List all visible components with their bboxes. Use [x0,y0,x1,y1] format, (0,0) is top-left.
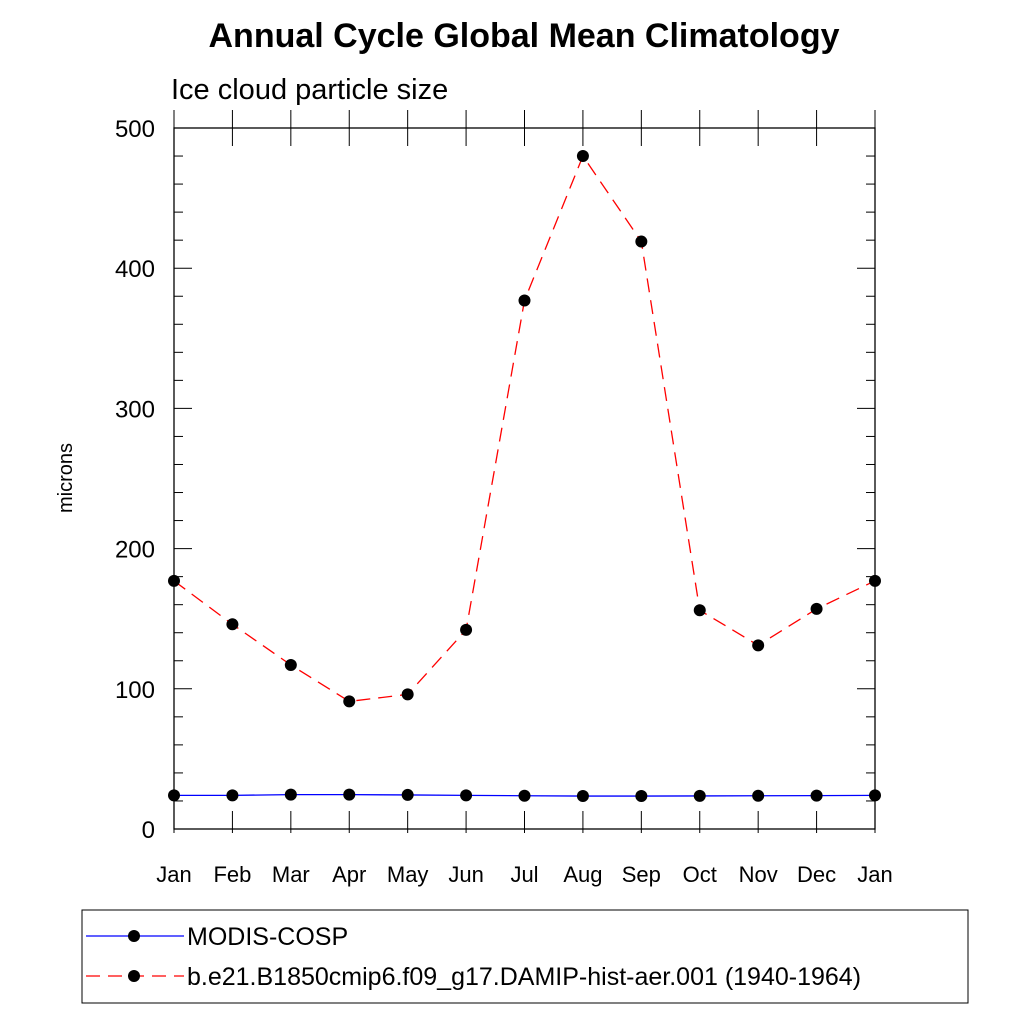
legend-label: b.e21.B1850cmip6.f09_g17.DAMIP-hist-aer.… [187,963,861,991]
y-tick-label: 500 [115,116,155,143]
data-point [752,639,765,652]
legend-marker [128,930,140,942]
data-point [635,790,648,803]
data-point [343,788,356,801]
data-point [576,150,589,163]
data-point [460,623,473,636]
x-tick-label: Oct [683,862,717,887]
x-tick-label: Jul [510,862,538,887]
data-point [284,788,297,801]
data-point [226,789,239,802]
legend: MODIS-COSP b.e21.B1850cmip6.f09_g17.DAMIP… [81,909,969,1004]
x-tick-label: Mar [272,862,310,887]
y-tick-label: 400 [115,256,155,283]
data-point [752,789,765,802]
legend-label: MODIS-COSP [187,923,348,951]
legend-box [81,909,969,1004]
x-tick-label: Dec [797,862,836,887]
x-tick-label: Sep [622,862,661,887]
series-line [173,154,876,703]
y-tick-label: 200 [115,537,155,564]
chart-title: Annual Cycle Global Mean Climatology [209,17,840,55]
y-tick-label: 0 [142,817,155,844]
x-tick-label: Jan [156,862,191,887]
data-point [168,574,180,587]
x-tick-label: May [387,862,429,887]
data-point [810,789,823,802]
x-tick-label: Apr [332,862,366,887]
tick-labels: 0 100 200 300 400 500 Jan Feb Mar Apr May Jun Jul Aug… [115,116,893,887]
series-layer [168,150,881,803]
x-tick-label: Feb [213,862,251,887]
data-point [693,604,706,617]
legend-marker [128,970,140,982]
data-point [576,790,589,803]
data-point [693,789,706,802]
data-point [869,574,881,587]
x-tick-label: Nov [739,862,778,887]
data-point [869,789,881,802]
x-tick-label: Jun [448,862,483,887]
data-point [810,602,823,615]
data-point [284,658,297,671]
data-point [343,695,356,708]
x-tick-label: Aug [563,862,602,887]
data-point [226,618,239,631]
data-point [635,235,648,248]
y-axis-label: microns [55,443,77,513]
y-tick-label: 100 [115,677,155,704]
series-1 [168,788,881,803]
plot-frame [173,127,876,830]
data-point [460,789,473,802]
data-point [518,789,531,802]
data-point [518,294,531,307]
plot-area-border [173,127,876,830]
y-tick-label: 300 [115,396,155,423]
data-point [168,789,180,802]
axis-ticks [173,110,876,833]
data-point [401,688,414,701]
series-2 [168,150,881,708]
data-point [401,788,414,801]
x-tick-label: Jan [857,862,892,887]
chart-subtitle: Ice cloud particle size [171,74,448,106]
